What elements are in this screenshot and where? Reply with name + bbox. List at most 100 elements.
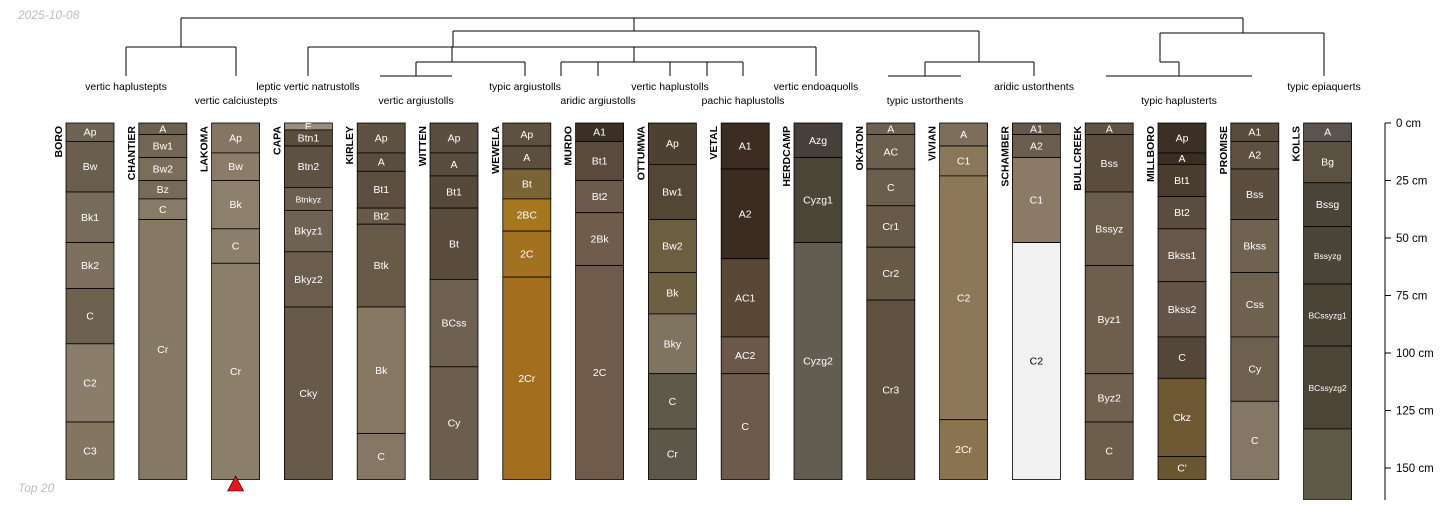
horizon — [793, 122, 843, 158]
horizon-label: Bssg — [1316, 199, 1340, 211]
horizon — [502, 168, 552, 200]
date-label: 2025-10-08 — [18, 8, 80, 22]
horizon-label: C2 — [83, 377, 97, 389]
selected-profile-marker-icon — [227, 475, 245, 492]
horizon-label: C — [887, 182, 895, 194]
taxon-label: vertic argiustolls — [378, 95, 453, 107]
horizon-label: C — [1251, 435, 1259, 447]
profile-ottumwa: Ap Bw1 Bw2 Bk Bky C Cr OTTUMWA — [635, 122, 697, 480]
horizon — [939, 419, 988, 480]
horizon-label: Bss — [1246, 189, 1264, 201]
horizon-label: Cr3 — [882, 384, 899, 396]
horizon — [793, 242, 843, 480]
horizon — [1303, 283, 1352, 347]
horizon-label: Cyzg1 — [803, 195, 833, 207]
depth-tick-label: 25 cm — [1396, 176, 1427, 188]
horizon-label: Ap — [520, 129, 533, 141]
horizon — [211, 262, 261, 480]
horizon-label: A1 — [593, 127, 606, 139]
horizon-label: Ap — [1176, 132, 1189, 144]
horizon — [211, 122, 261, 154]
horizon — [1230, 336, 1280, 402]
horizon — [1157, 163, 1207, 197]
taxon-label: typic argiustolls — [489, 81, 561, 93]
horizon-label: C — [1105, 445, 1113, 457]
profile-name: MURDO — [563, 126, 575, 166]
horizon-label: C — [669, 396, 677, 408]
horizon — [866, 299, 916, 480]
horizon-label: Bk — [229, 199, 242, 211]
horizon — [648, 163, 697, 220]
profile-name: LAKOMA — [199, 126, 211, 172]
horizon-label: C1 — [1030, 195, 1044, 207]
horizon — [283, 306, 333, 480]
taxonomy-labels: vertic haplustepts vertic calciustepts lep… — [85, 81, 1361, 107]
profile-name: SCHAMBER — [999, 126, 1011, 187]
profile-name: KIRLEY — [344, 126, 356, 165]
horizon-label: Ap — [84, 127, 97, 139]
horizon-label: C — [159, 204, 167, 216]
footer-label: Top 20 — [18, 481, 55, 495]
profile-name: CHANTIER — [126, 126, 138, 181]
horizon — [1084, 191, 1134, 266]
horizon-label: A — [1324, 127, 1331, 139]
depth-tick-label: 50 cm — [1396, 233, 1427, 245]
profile-kirley: Ap A Bt1 Bt2 Btk Bk C KIRLEY — [344, 122, 406, 480]
profile-wewela: Ap A Bt 2BC 2C 2Cr WEWELA — [490, 122, 552, 480]
horizon-label: Bky — [664, 338, 682, 350]
horizon-label: A — [378, 157, 385, 169]
horizon-label: Bw1 — [153, 141, 174, 153]
horizon-label: E — [305, 121, 312, 133]
depth-axis: 0 cm 25 cm 50 cm 75 cm 100 cm 125 cm 150 cm — [1384, 118, 1434, 500]
horizon — [1084, 373, 1134, 423]
horizon-label: Cr — [230, 366, 242, 378]
horizon — [356, 223, 406, 308]
horizon-label: Bssyzg — [1314, 251, 1342, 261]
horizon — [648, 219, 697, 273]
horizon — [1084, 134, 1134, 193]
taxon-label: typic epiaquerts — [1287, 81, 1361, 93]
horizon-label: A1 — [1248, 127, 1261, 139]
horizon-label: Cy — [448, 418, 462, 430]
horizon-label: Byz2 — [1098, 392, 1122, 404]
horizon — [939, 145, 988, 177]
horizon — [866, 168, 916, 207]
horizon — [1303, 345, 1352, 430]
horizon-label: Bss — [1100, 158, 1118, 170]
horizon-label: Bk — [375, 365, 388, 377]
horizon — [65, 242, 115, 290]
profile-vivian: A C1 C2 2Cr VIVIAN — [927, 122, 988, 480]
horizon — [356, 306, 406, 434]
horizon-label: Bw2 — [662, 241, 683, 253]
horizon — [1230, 272, 1280, 338]
horizon-label: C — [232, 241, 240, 253]
horizon-label: C — [1178, 352, 1186, 364]
horizon-label: Azg — [809, 135, 827, 147]
profile-okaton: A AC C Cr1 Cr2 Cr3 OKATON — [854, 122, 916, 480]
horizon — [429, 366, 479, 480]
horizon-label: Bt1 — [592, 155, 608, 167]
horizon-label: Btn2 — [298, 161, 320, 173]
horizon — [648, 428, 697, 480]
horizon — [1230, 168, 1280, 220]
profile-name: VIVIAN — [927, 126, 939, 161]
horizon — [575, 180, 624, 214]
horizon-label: Bt2 — [1174, 207, 1190, 219]
horizon — [793, 157, 843, 243]
profile-name: KOLLS — [1291, 126, 1303, 162]
horizon — [283, 251, 333, 308]
horizon — [1303, 140, 1352, 184]
depth-tick-label: 100 cm — [1396, 348, 1434, 360]
horizon-label: Ap — [448, 132, 461, 144]
horizon — [283, 145, 333, 188]
horizon-label: Ap — [666, 138, 679, 150]
dendrogram — [125, 17, 1325, 77]
horizon — [648, 313, 697, 375]
profile-name: OTTUMWA — [635, 126, 647, 181]
horizon-label: A2 — [1030, 141, 1043, 153]
taxon-label: typic haplusterts — [1141, 95, 1217, 107]
horizon-label: 2Cr — [518, 373, 535, 385]
